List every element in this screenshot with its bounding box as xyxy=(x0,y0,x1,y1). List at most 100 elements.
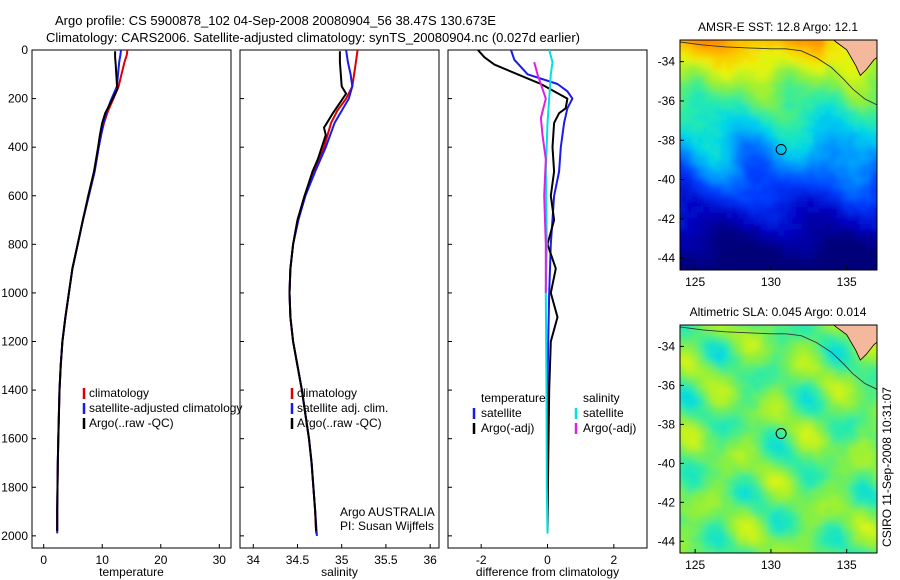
field-cell xyxy=(848,91,855,99)
field-cell xyxy=(836,97,843,104)
field-cell xyxy=(836,235,843,242)
field-cell xyxy=(709,410,716,417)
field-cell xyxy=(824,212,832,219)
field-cell xyxy=(720,137,727,145)
field-cell xyxy=(848,201,855,208)
field-cell xyxy=(697,347,704,355)
field-cell xyxy=(842,51,849,58)
field-cell xyxy=(859,212,866,219)
field-cell xyxy=(807,387,814,394)
field-cell xyxy=(697,235,704,242)
field-cell xyxy=(749,103,756,110)
field-cell xyxy=(732,524,739,531)
field-cell xyxy=(772,241,780,248)
field-cell xyxy=(795,444,803,451)
field-cell xyxy=(703,218,710,225)
legend-item-label: satellite xyxy=(481,406,522,420)
field-cell xyxy=(836,421,843,429)
field-cell xyxy=(761,535,768,543)
field-cell xyxy=(801,535,809,543)
field-cell xyxy=(680,155,687,162)
field-cell xyxy=(714,126,722,133)
field-cell xyxy=(714,218,722,225)
field-cell xyxy=(755,399,762,406)
field-cell xyxy=(743,484,751,491)
field-cell xyxy=(801,132,809,139)
field-cell xyxy=(761,109,768,116)
field-cell xyxy=(819,206,826,214)
field-cell xyxy=(697,336,704,343)
field-cell xyxy=(871,547,877,553)
field-cell xyxy=(842,63,849,70)
field-cell xyxy=(732,57,739,64)
field-cell xyxy=(772,490,780,497)
field-cell xyxy=(830,456,837,463)
field-cell xyxy=(819,270,825,276)
field-cell xyxy=(697,252,704,260)
field-cell xyxy=(766,109,774,116)
field-cell xyxy=(865,114,872,122)
field-cell xyxy=(859,224,866,231)
field-cell xyxy=(807,120,814,127)
field-cell xyxy=(755,439,762,446)
field-cell xyxy=(865,456,872,463)
field-cell xyxy=(680,439,687,446)
field-cell xyxy=(813,270,819,276)
field-cell xyxy=(697,132,704,139)
field-cell xyxy=(853,241,861,248)
field-cell xyxy=(697,195,704,202)
field-cell xyxy=(830,342,837,349)
field-cell xyxy=(685,155,693,162)
field-cell xyxy=(801,364,809,372)
field-cell xyxy=(842,393,849,400)
field-cell xyxy=(877,63,883,69)
field-cell xyxy=(720,427,727,434)
field-cell xyxy=(703,166,710,173)
field-cell xyxy=(790,325,797,332)
field-cell xyxy=(709,120,716,127)
field-cell xyxy=(766,382,774,389)
field-cell xyxy=(685,450,693,457)
field-cell xyxy=(755,63,762,70)
field-cell xyxy=(755,183,762,191)
field-cell xyxy=(697,535,704,543)
field-cell xyxy=(749,393,756,400)
field-cell xyxy=(859,80,866,87)
field-cell xyxy=(842,501,849,508)
field-cell xyxy=(680,224,687,231)
field-cell xyxy=(703,461,710,469)
field-cell xyxy=(871,235,877,242)
field-cell xyxy=(853,80,861,87)
field-cell xyxy=(836,433,843,440)
field-cell xyxy=(819,513,826,520)
field-cell xyxy=(813,364,820,372)
field-cell xyxy=(865,410,872,417)
field-cell xyxy=(830,132,837,139)
field-cell xyxy=(680,325,687,332)
field-cell xyxy=(720,126,727,133)
field-cell xyxy=(743,206,751,214)
field-cell xyxy=(871,206,877,214)
field-cell xyxy=(720,541,727,548)
field-cell xyxy=(824,342,832,349)
legend-item-label: satellite xyxy=(583,406,624,420)
field-cell xyxy=(871,524,877,531)
field-cell xyxy=(772,247,780,254)
field-cell xyxy=(703,336,710,343)
field-cell xyxy=(830,427,837,434)
figure-title-line2: Climatology: CARS2006. Satellite-adjuste… xyxy=(46,30,580,45)
field-cell xyxy=(726,201,733,208)
field-cell xyxy=(778,416,785,423)
field-cell xyxy=(807,364,814,372)
field-cell xyxy=(859,160,866,168)
field-cell xyxy=(830,201,837,208)
ytick-label: 1200 xyxy=(1,335,28,349)
field-cell xyxy=(697,325,704,332)
field-cell xyxy=(743,97,751,104)
field-cell xyxy=(853,439,861,446)
field-cell xyxy=(691,189,698,196)
field-cell xyxy=(737,530,745,537)
field-cell xyxy=(784,97,791,104)
field-cell xyxy=(755,224,762,231)
field-cell xyxy=(865,427,872,434)
